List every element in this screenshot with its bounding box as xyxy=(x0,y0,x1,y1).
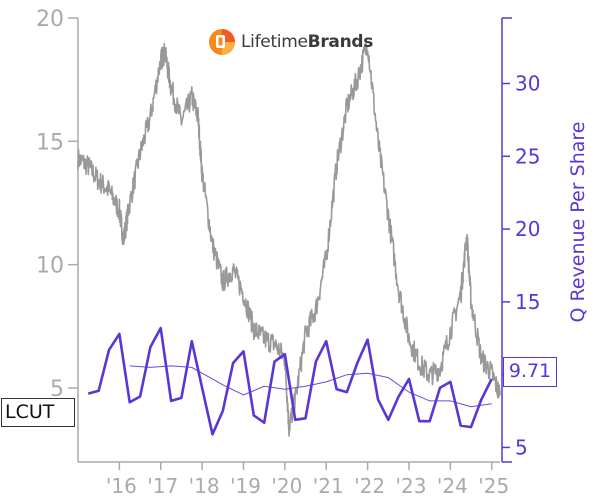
right-tick-label: 25 xyxy=(515,144,540,168)
left-tick-label: 15 xyxy=(36,130,64,155)
left-tick-label: 10 xyxy=(36,254,64,279)
right-axis: 51015202530 xyxy=(501,17,540,463)
x-tick-label: '19 xyxy=(230,474,261,498)
right-tick-label: 30 xyxy=(515,72,540,96)
right-axis-label: Q Revenue Per Share xyxy=(567,122,589,323)
x-tick-label: '16 xyxy=(106,474,137,498)
right-tick-label: 20 xyxy=(515,217,540,241)
x-tick-label: '20 xyxy=(271,474,302,498)
left-tick-label: 20 xyxy=(36,7,64,32)
x-tick-label: '25 xyxy=(478,474,509,498)
right-tick-label: 5 xyxy=(515,435,528,459)
x-tick-label: '22 xyxy=(354,474,385,498)
last-value-label: 9.71 xyxy=(503,357,557,387)
moving-average-line xyxy=(129,365,492,408)
series-layer xyxy=(77,42,501,437)
x-axis: '16 '17 '18 '19 '20 '21 '22 '23 '24 '25 xyxy=(78,461,509,498)
x-tick-label: '18 xyxy=(189,474,220,498)
price-line xyxy=(77,42,501,437)
logo-wordmark: LifetimeBrands xyxy=(241,32,373,52)
x-tick-label: '24 xyxy=(437,474,468,498)
ticker-label: LCUT xyxy=(1,398,75,427)
left-tick-label: 5 xyxy=(50,377,64,402)
right-tick-label: 15 xyxy=(515,290,540,314)
logo-icon xyxy=(209,29,235,55)
x-tick-label: '21 xyxy=(313,474,344,498)
x-tick-label: '17 xyxy=(147,474,178,498)
left-axis: 5 10 15 20 xyxy=(36,7,79,462)
revenue-line xyxy=(87,326,493,436)
x-tick-label: '23 xyxy=(396,474,427,498)
logo-brand-light: Lifetime xyxy=(241,32,308,52)
logo-brand-bold: Brands xyxy=(307,32,374,52)
company-logo: LifetimeBrands xyxy=(208,28,373,56)
